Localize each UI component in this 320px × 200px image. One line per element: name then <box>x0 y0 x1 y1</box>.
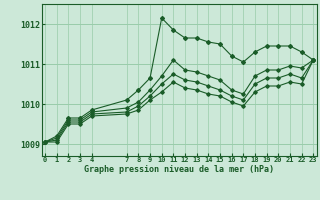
X-axis label: Graphe pression niveau de la mer (hPa): Graphe pression niveau de la mer (hPa) <box>84 165 274 174</box>
